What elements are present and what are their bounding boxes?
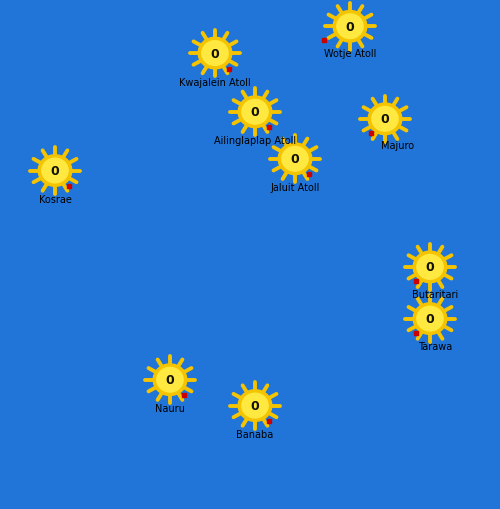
Circle shape	[278, 144, 312, 175]
Text: Banaba: Banaba	[236, 429, 274, 439]
Circle shape	[413, 251, 447, 283]
Text: 0: 0	[250, 106, 260, 119]
Text: 0: 0	[250, 399, 260, 412]
Circle shape	[372, 107, 398, 132]
Text: 0: 0	[210, 47, 220, 61]
Text: Ailinglaplap Atoll: Ailinglaplap Atoll	[214, 136, 296, 146]
Circle shape	[417, 255, 443, 279]
Circle shape	[417, 306, 443, 331]
Text: Nauru: Nauru	[155, 404, 185, 413]
Circle shape	[157, 367, 183, 392]
Circle shape	[238, 390, 272, 421]
Text: 12.06.2024  EDT: 12.06.2024 EDT	[402, 484, 495, 494]
Text: 0: 0	[426, 261, 434, 274]
Circle shape	[238, 97, 272, 128]
Text: Wotje Atoll: Wotje Atoll	[324, 49, 376, 59]
Text: 0: 0	[166, 374, 174, 386]
Circle shape	[337, 15, 363, 40]
Circle shape	[413, 303, 447, 335]
Text: Majuro: Majuro	[381, 140, 414, 151]
Circle shape	[242, 100, 268, 125]
Circle shape	[198, 38, 232, 70]
Text: 0: 0	[426, 313, 434, 325]
Text: Kwajalein Atoll: Kwajalein Atoll	[179, 77, 251, 88]
Text: Kosrae: Kosrae	[38, 194, 72, 205]
Circle shape	[153, 364, 187, 395]
Circle shape	[202, 42, 228, 66]
Circle shape	[333, 11, 367, 43]
Circle shape	[42, 159, 68, 184]
Text: Butaritari: Butaritari	[412, 290, 458, 300]
Text: 0: 0	[50, 165, 59, 178]
Text: Jaluit Atoll: Jaluit Atoll	[270, 183, 320, 193]
Text: © woweather.com: © woweather.com	[5, 484, 108, 494]
Circle shape	[368, 104, 402, 135]
Text: 0: 0	[346, 21, 354, 34]
Circle shape	[38, 155, 72, 187]
Text: 0: 0	[380, 113, 390, 126]
Text: Tarawa: Tarawa	[418, 342, 452, 352]
Circle shape	[282, 147, 308, 172]
Text: 0: 0	[290, 153, 300, 166]
Text: UV index (Day): UV index (Day)	[208, 484, 292, 494]
Circle shape	[242, 393, 268, 418]
